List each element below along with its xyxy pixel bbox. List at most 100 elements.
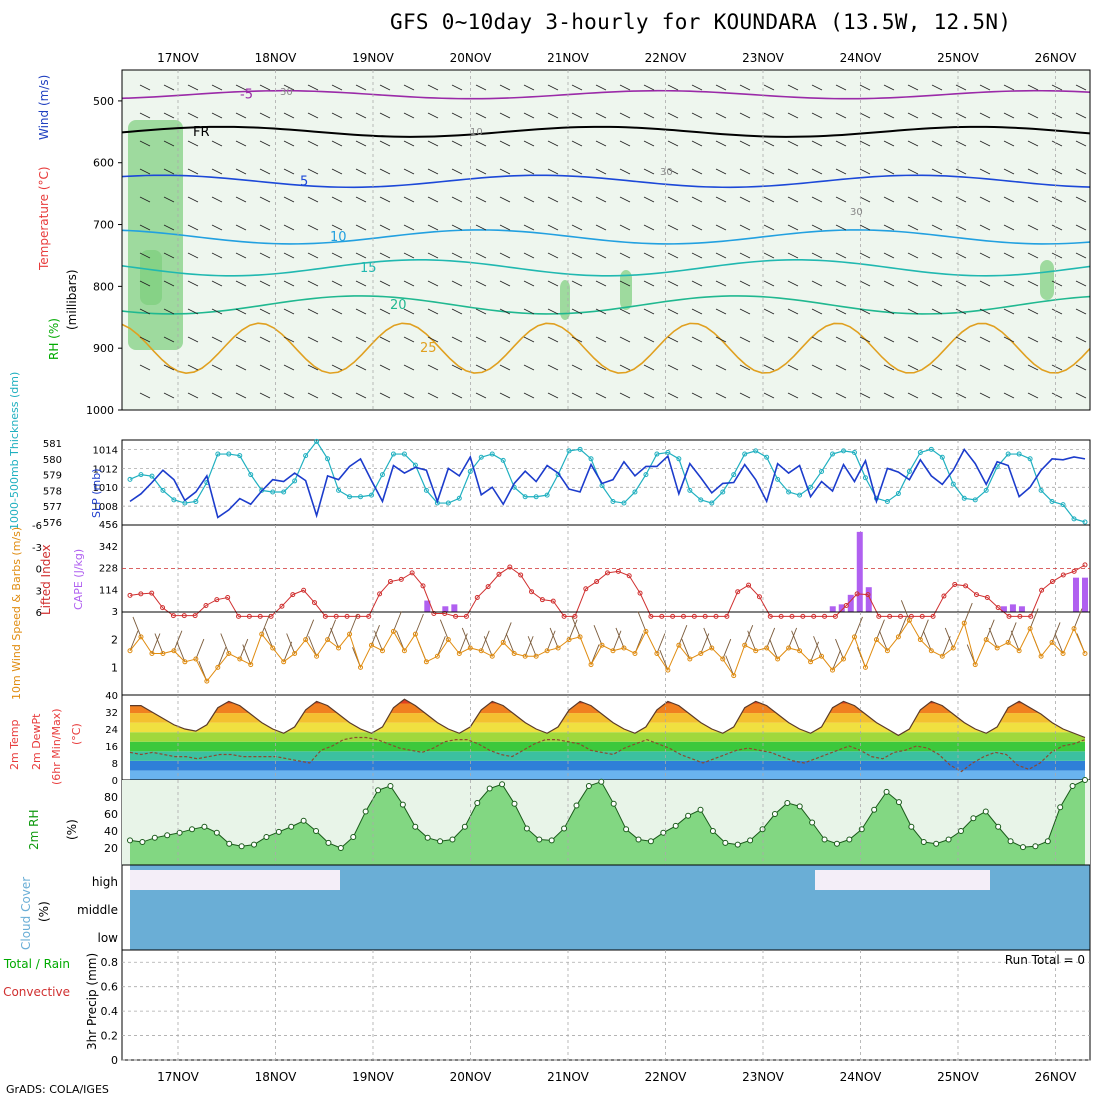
lifted-point: [832, 613, 838, 619]
x-tick-label-top: 24NOV: [840, 51, 882, 65]
ylabel-cape: CAPE (J/kg): [72, 549, 85, 610]
wind-barb: [1075, 224, 1087, 231]
wind-barb: [859, 168, 871, 175]
wind-barb: [643, 196, 655, 203]
wind10m-barb: [546, 630, 556, 651]
wind10m-point: [160, 651, 166, 656]
slp-line: [129, 447, 1086, 519]
lifted-point: [735, 589, 741, 595]
wind-barb: [859, 112, 871, 119]
wind10m-barb: [1051, 622, 1061, 643]
wind-barb: [139, 140, 151, 147]
wind-barb: [571, 392, 583, 399]
wind-barb: [355, 252, 367, 259]
cape-bar: [847, 594, 854, 612]
wind-barb: [283, 280, 295, 287]
wind-barb: [427, 392, 439, 399]
wind10m-point: [368, 642, 374, 648]
wind-barb: [475, 168, 487, 175]
lifted-point: [865, 592, 871, 598]
wind10m-barb: [217, 647, 227, 668]
thickness-tick-label: 580: [43, 455, 62, 466]
wind-barb: [403, 308, 415, 315]
wind-barb: [283, 84, 295, 91]
wind-barb: [667, 168, 679, 175]
wind-barb: [883, 84, 895, 91]
wind-barb: [619, 84, 631, 91]
lifted-point: [767, 613, 773, 619]
wind10m-point: [808, 659, 814, 665]
wind-barb: [619, 112, 631, 119]
wind-barb: [715, 196, 727, 203]
wind-barb: [547, 280, 559, 287]
thickness-point: [1082, 519, 1088, 525]
wind-barb: [787, 364, 799, 371]
wind10m-barb: [505, 633, 515, 654]
wind-barb: [907, 196, 919, 203]
isotherm-line: [121, 322, 1091, 374]
rh-point: [1057, 804, 1064, 811]
wind-barb: [475, 84, 487, 91]
rh-point: [610, 800, 617, 807]
ylabel-wind: Wind (m/s): [37, 75, 51, 140]
thickness-point: [731, 472, 737, 478]
thickness-point: [698, 497, 704, 503]
wind-barb: [451, 252, 463, 259]
wind-barb: [1075, 280, 1087, 287]
isotherm-label: 5: [300, 174, 308, 189]
lifted-point: [995, 605, 1001, 611]
thickness-point: [588, 456, 594, 462]
wind-barb: [595, 112, 607, 119]
wind-barb: [883, 112, 895, 119]
rh-point: [164, 832, 171, 839]
wind-barb: [235, 336, 247, 343]
wind-barb: [643, 140, 655, 147]
wind-barb: [667, 364, 679, 371]
wind-barb: [331, 392, 343, 399]
wind-barb: [979, 140, 991, 147]
cape-tick-label: 342: [99, 542, 118, 553]
rh-point: [833, 840, 840, 847]
wind-barb: [1051, 336, 1063, 343]
wind-barb: [211, 364, 223, 371]
wind-barb: [835, 84, 847, 91]
wind-barb: [691, 252, 703, 259]
isotherm-line: [121, 125, 1091, 138]
wind-barb: [163, 112, 175, 119]
wind-barb: [283, 252, 295, 259]
wind10m-barb: [725, 655, 735, 676]
lifted-point: [908, 613, 914, 619]
wind-barb: [451, 364, 463, 371]
rh-point: [585, 782, 592, 789]
wind-barb: [643, 392, 655, 399]
wind-barb: [619, 336, 631, 343]
thickness-point: [917, 449, 923, 455]
wind-barb: [643, 112, 655, 119]
wind-barb: [811, 280, 823, 287]
thickness-point: [314, 438, 320, 444]
rh-point: [734, 841, 741, 848]
wind-barb: [643, 336, 655, 343]
wind-barb: [331, 196, 343, 203]
thickness-point: [687, 487, 693, 493]
wind-barb: [163, 252, 175, 259]
x-tick-label-bottom: 23NOV: [742, 1070, 784, 1084]
wind-barb: [619, 280, 631, 287]
wind-barb: [835, 196, 847, 203]
wind-barb: [715, 224, 727, 231]
wind10m-barb: [220, 633, 230, 654]
wind-barb: [955, 336, 967, 343]
cape-tick-label: 228: [99, 564, 118, 575]
wind-barb: [211, 84, 223, 91]
wind-barb: [1003, 168, 1015, 175]
wind-barb: [811, 364, 823, 371]
wind-barb: [451, 224, 463, 231]
wind-barb: [523, 196, 535, 203]
wind-barb: [1075, 140, 1087, 147]
wind-barb: [379, 84, 391, 91]
wind-barb: [235, 112, 247, 119]
wind-barb: [979, 252, 991, 259]
x-tick-label-bottom: 19NOV: [352, 1070, 394, 1084]
lifted-point: [854, 591, 860, 597]
precip-tick-label: 0.4: [101, 1005, 119, 1018]
